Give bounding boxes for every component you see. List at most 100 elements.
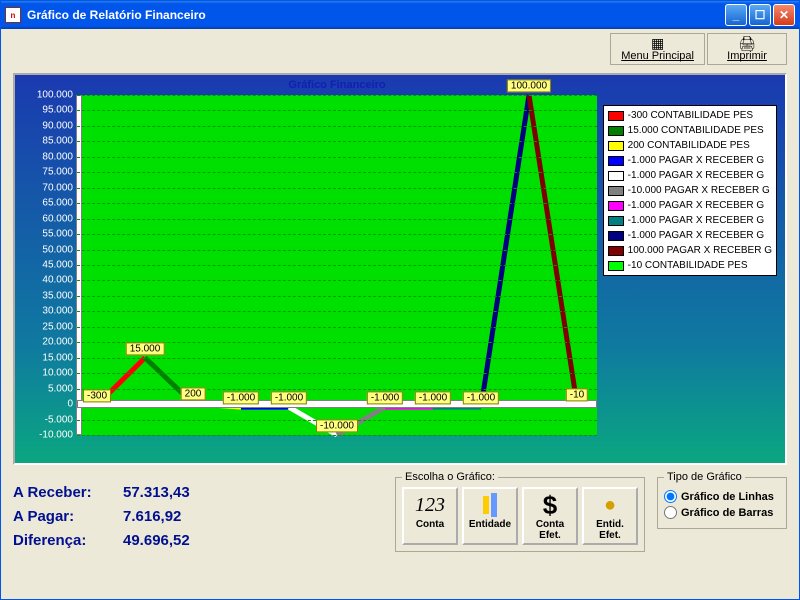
legend-label: -1.000 PAGAR X RECEBER G: [628, 230, 765, 241]
gridline: [77, 203, 597, 204]
legend-item: -1.000 PAGAR X RECEBER G: [608, 228, 772, 243]
y-tick-label: -10.000: [23, 430, 73, 441]
gridline: [77, 250, 597, 251]
gridline: [77, 219, 597, 220]
y-tick-label: 10.000: [23, 368, 73, 379]
y-tick-label: 70.000: [23, 182, 73, 193]
gridline: [77, 110, 597, 111]
chooser-legend: Escolha o Gráfico:: [402, 471, 498, 483]
y-tick-label: 60.000: [23, 213, 73, 224]
y-tick-label: 75.000: [23, 167, 73, 178]
chart-legend: -300 CONTABILIDADE PES 15.000 CONTABILIDA…: [603, 105, 777, 276]
point-label: -1.000: [367, 392, 403, 405]
radio-barras-input[interactable]: [664, 506, 677, 519]
legend-swatch: [608, 261, 624, 271]
value-a-receber: 57.313,43: [123, 481, 190, 505]
coin-icon: ●: [584, 491, 636, 519]
legend-label: -10 CONTABILIDADE PES: [628, 260, 748, 271]
toolbar: ▦ Menu Principal 🖨 Imprimir: [1, 29, 799, 67]
legend-swatch: [608, 156, 624, 166]
point-label: -1.000: [415, 392, 451, 405]
bottom-panel: A Receber: 57.313,43 A Pagar: 7.616,92 D…: [1, 467, 799, 561]
dollar-icon: $: [524, 491, 576, 519]
gridline: [77, 311, 597, 312]
chart-plot-area: Gráfico Financeiro -10.000-5.00005.00010…: [77, 95, 597, 435]
legend-swatch: [608, 111, 624, 121]
point-label: -10: [566, 389, 588, 402]
point-label: -10.000: [316, 419, 358, 432]
imprimir-button[interactable]: 🖨 Imprimir: [707, 33, 787, 65]
legend-item: 200 CONTABILIDADE PES: [608, 138, 772, 153]
chooser-conta-button[interactable]: 123Conta: [402, 487, 458, 545]
y-tick-label: -5.000: [23, 414, 73, 425]
legend-swatch: [608, 201, 624, 211]
y-tick-label: 55.000: [23, 229, 73, 240]
gridline: [77, 280, 597, 281]
gridline: [77, 157, 597, 158]
gridline: [77, 358, 597, 359]
legend-item: -1.000 PAGAR X RECEBER G: [608, 153, 772, 168]
gridline: [77, 172, 597, 173]
point-label: 200: [181, 388, 206, 401]
y-tick-label: 40.000: [23, 275, 73, 286]
legend-label: -300 CONTABILIDADE PES: [628, 110, 753, 121]
legend-item: -10 CONTABILIDADE PES: [608, 258, 772, 273]
gridline: [77, 188, 597, 189]
legend-item: -300 CONTABILIDADE PES: [608, 108, 772, 123]
chart-frame: Gráfico Financeiro -10.000-5.00005.00010…: [13, 73, 787, 465]
y-tick-label: 65.000: [23, 198, 73, 209]
legend-item: 100.000 PAGAR X RECEBER G: [608, 243, 772, 258]
legend-swatch: [608, 186, 624, 196]
point-label: 100.000: [507, 79, 551, 92]
bars-icon: [464, 491, 516, 519]
gridline: [77, 141, 597, 142]
label-diferenca: Diferença:: [13, 529, 123, 553]
point-label: -1.000: [463, 392, 499, 405]
maximize-button[interactable]: ☐: [749, 4, 771, 26]
legend-item: 15.000 CONTABILIDADE PES: [608, 123, 772, 138]
legend-label: 200 CONTABILIDADE PES: [628, 140, 750, 151]
legend-item: -1.000 PAGAR X RECEBER G: [608, 198, 772, 213]
point-label: -1.000: [223, 392, 259, 405]
chooser-group: Escolha o Gráfico: 123ContaEntidade$Cont…: [395, 471, 645, 552]
y-tick-label: 0: [23, 399, 73, 410]
gridline: [77, 296, 597, 297]
chart-type-legend: Tipo de Gráfico: [664, 471, 745, 483]
y-tick-label: 85.000: [23, 136, 73, 147]
y-tick-label: 30.000: [23, 306, 73, 317]
minimize-button[interactable]: _: [725, 4, 747, 26]
chooser-conta-efet--button[interactable]: $Conta Efet.: [522, 487, 578, 545]
legend-swatch: [608, 231, 624, 241]
legend-swatch: [608, 171, 624, 181]
gridline: [77, 234, 597, 235]
window-title: Gráfico de Relatório Financeiro: [27, 8, 723, 22]
value-diferenca: 49.696,52: [123, 529, 190, 553]
y-tick-label: 90.000: [23, 120, 73, 131]
chooser-button-label: Conta Efet.: [524, 519, 576, 541]
legend-label: 100.000 PAGAR X RECEBER G: [628, 245, 772, 256]
menu-principal-button[interactable]: ▦ Menu Principal: [610, 33, 705, 65]
label-a-receber: A Receber:: [13, 481, 123, 505]
y-tick-label: 45.000: [23, 260, 73, 271]
legend-swatch: [608, 246, 624, 256]
radio-barras[interactable]: Gráfico de Barras: [664, 506, 780, 519]
titlebar: n Gráfico de Relatório Financeiro _ ☐ ✕: [1, 1, 799, 29]
legend-swatch: [608, 141, 624, 151]
chooser-entid-efet--button[interactable]: ●Entid. Efet.: [582, 487, 638, 545]
legend-label: -10.000 PAGAR X RECEBER G: [628, 185, 770, 196]
legend-swatch: [608, 126, 624, 136]
grid-icon: ▦: [621, 36, 694, 50]
label-a-pagar: A Pagar:: [13, 505, 123, 529]
legend-label: 15.000 CONTABILIDADE PES: [628, 125, 764, 136]
close-button[interactable]: ✕: [773, 4, 795, 26]
radio-linhas[interactable]: Gráfico de Linhas: [664, 490, 780, 503]
y-tick-label: 5.000: [23, 383, 73, 394]
numbers-icon: 123: [404, 491, 456, 519]
chooser-entidade-button[interactable]: Entidade: [462, 487, 518, 545]
baseline-3d: [77, 400, 597, 408]
radio-linhas-input[interactable]: [664, 490, 677, 503]
legend-label: -1.000 PAGAR X RECEBER G: [628, 200, 765, 211]
y-tick-label: 80.000: [23, 151, 73, 162]
chooser-button-label: Entid. Efet.: [584, 519, 636, 541]
gridline: [77, 373, 597, 374]
